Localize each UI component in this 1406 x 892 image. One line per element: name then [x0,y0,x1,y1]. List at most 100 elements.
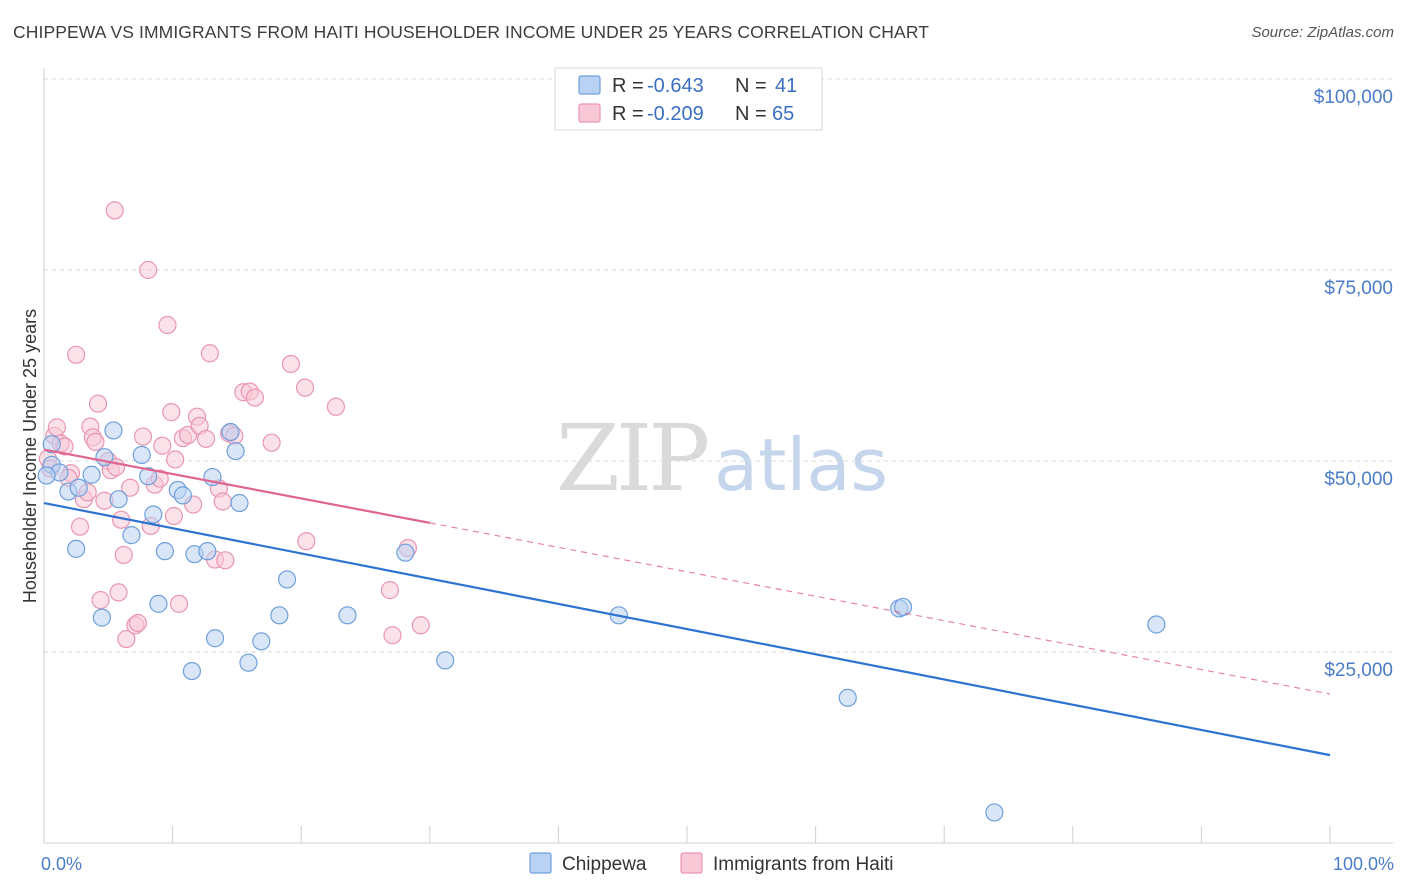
point-chippewa-35 [838,688,857,707]
point-chippewa-4 [67,539,86,558]
point-haiti-57 [411,616,430,635]
chart-title: CHIPPEWA VS IMMIGRANTS FROM HAITI HOUSEH… [13,22,930,42]
trend-line-chippewa [43,501,1331,757]
point-haiti-32 [158,315,177,335]
point-chippewa-39 [1147,615,1166,634]
point-haiti-31 [153,436,172,455]
y-tick-label-0: $100,000 [1314,87,1393,108]
point-chippewa-38 [985,803,1004,822]
correlation-legend: R = -0.643 N = 41 R = -0.209 N = 65 [554,67,823,131]
point-haiti-34 [164,506,183,526]
point-chippewa-30 [277,570,297,589]
trend-line-haiti-extension [429,522,1331,695]
point-chippewa-5 [69,478,88,497]
point-haiti-14 [91,590,110,610]
point-haiti-25 [128,613,147,633]
legend-swatch-chippewa [578,75,601,95]
legend-r-value-haiti: -0.209 [647,103,704,125]
point-haiti-22 [117,629,136,649]
point-chippewa-16 [155,542,174,561]
point-chippewa-15 [149,594,168,613]
point-haiti-35 [169,594,189,613]
point-chippewa-24 [221,422,240,442]
point-chippewa-0 [42,435,61,454]
chart-source: Source: ZipAtlas.com [1251,24,1394,41]
bottom-legend-swatch-haiti [680,852,703,874]
point-haiti-19 [109,583,128,602]
y-axis-label: Householder Income Under 25 years [20,309,40,603]
legend-n-label-haiti: N = [735,103,767,125]
point-chippewa-12 [132,445,151,464]
point-chippewa-19 [182,661,201,681]
point-haiti-13 [88,394,108,413]
point-chippewa-9 [104,421,123,440]
point-chippewa-27 [239,653,258,672]
point-haiti-23 [121,478,140,497]
point-haiti-27 [139,260,158,280]
point-chippewa-11 [122,526,141,545]
y-tick-labels: $100,000 $75,000 $50,000 $25,000 [1314,87,1393,681]
watermark-zip: ZIP [556,405,707,512]
point-haiti-3 [47,418,66,437]
point-haiti-52 [295,378,315,397]
point-haiti-64 [326,397,346,416]
point-haiti-54 [380,581,400,600]
y-tick-label-1: $75,000 [1324,278,1393,299]
point-chippewa-13 [139,467,158,486]
point-chippewa-14 [144,505,163,524]
point-haiti-12 [86,432,105,451]
point-chippewa-10 [109,490,128,509]
point-haiti-18 [105,201,124,220]
point-chippewa-6 [82,465,101,484]
legend-n-value-haiti: 65 [772,103,794,125]
watermark: ZIP atlas [556,405,888,512]
point-chippewa-21 [198,542,217,561]
trend-line-haiti [43,448,431,524]
point-chippewa-32 [396,543,415,562]
legend-n-value-chippewa: 41 [775,75,797,97]
y-tick-label-3: $25,000 [1324,660,1393,681]
x-tick-labels: 0.0% 100.0% [41,854,1394,874]
point-haiti-60 [166,450,185,469]
point-haiti-26 [133,427,153,446]
point-chippewa-37 [893,597,913,617]
point-haiti-51 [281,354,301,374]
legend-n-label-chippewa: N = [735,75,767,97]
bottom-legend-label-haiti: Immigrants from Haiti [713,854,894,875]
point-chippewa-40 [37,466,56,485]
legend-r-label-haiti: R = [612,103,644,125]
x-tick-label-0: 0.0% [41,854,82,874]
y-tick-label-2: $50,000 [1324,469,1393,490]
point-haiti-33 [162,403,181,422]
series-chippewa-points [37,421,1166,822]
legend-swatch-haiti [578,103,601,123]
legend-r-label-chippewa: R = [612,75,644,97]
point-chippewa-7 [92,608,111,627]
point-haiti-41 [196,429,216,448]
point-chippewa-22 [205,629,225,648]
point-haiti-7 [67,345,86,364]
point-chippewa-28 [252,632,271,651]
gridlines [44,78,1393,653]
point-chippewa-18 [173,486,192,505]
point-haiti-50 [262,433,281,452]
x-tick-label-1: 100.0% [1333,854,1394,874]
point-haiti-42 [200,344,219,363]
point-haiti-45 [216,551,235,570]
point-chippewa-25 [226,441,245,461]
point-chippewa-26 [230,493,249,513]
point-haiti-63 [245,388,265,407]
point-haiti-53 [297,532,316,551]
bottom-legend-swatch-chippewa [529,852,552,874]
point-chippewa-29 [270,606,289,625]
point-haiti-21 [114,545,133,565]
point-haiti-8 [70,517,90,536]
bottom-legend-label-chippewa: Chippewa [562,854,647,875]
point-chippewa-31 [338,606,357,625]
watermark-atlas: atlas [714,423,888,507]
legend-r-value-chippewa: -0.643 [647,75,704,97]
point-chippewa-33 [436,651,455,670]
point-haiti-55 [383,626,402,645]
point-haiti-61 [213,492,232,511]
